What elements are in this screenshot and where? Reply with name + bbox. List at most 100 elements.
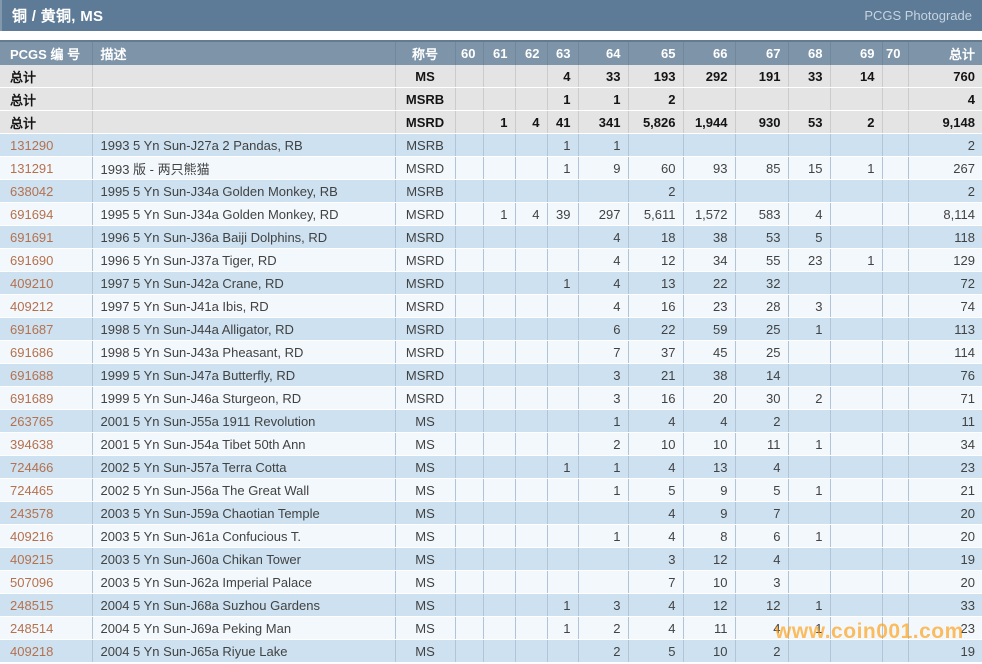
grade-60-cell bbox=[455, 203, 483, 226]
description-cell: 1995 5 Yn Sun-J34a Golden Monkey, RD bbox=[92, 203, 395, 226]
pcgs-number-link[interactable]: 409216 bbox=[0, 525, 92, 548]
grade-62-cell bbox=[515, 295, 547, 318]
row-total-cell: 20 bbox=[908, 525, 982, 548]
grade-62-cell bbox=[515, 272, 547, 295]
grade-70-cell bbox=[882, 410, 908, 433]
table-row: 4092182004 5 Yn Sun-J65a Riyue LakeMS251… bbox=[0, 640, 982, 663]
grade-68-cell: 1 bbox=[788, 594, 830, 617]
grade-64-cell: 1 bbox=[578, 479, 628, 502]
grade-62-cell bbox=[515, 318, 547, 341]
pcgs-number-link[interactable]: 724465 bbox=[0, 479, 92, 502]
grade-65-cell: 4 bbox=[628, 594, 683, 617]
pcgs-number-link[interactable]: 691686 bbox=[0, 341, 92, 364]
grade-61-cell bbox=[483, 548, 515, 571]
pcgs-number-link[interactable]: 507096 bbox=[0, 571, 92, 594]
pcgs-number-link[interactable]: 638042 bbox=[0, 180, 92, 203]
grade-68-cell: 1 bbox=[788, 318, 830, 341]
table-row: 5070962003 5 Yn Sun-J62a Imperial Palace… bbox=[0, 571, 982, 594]
row-total-cell: 2 bbox=[908, 180, 982, 203]
grade-64-cell: 7 bbox=[578, 341, 628, 364]
description-cell: 1998 5 Yn Sun-J43a Pheasant, RD bbox=[92, 341, 395, 364]
row-total-cell: 19 bbox=[908, 640, 982, 663]
pcgs-number-link[interactable]: 724466 bbox=[0, 456, 92, 479]
pcgs-number-link[interactable]: 263765 bbox=[0, 410, 92, 433]
pcgs-number-link[interactable]: 131290 bbox=[0, 134, 92, 157]
grade-64-cell: 1 bbox=[578, 134, 628, 157]
grade-70-cell bbox=[882, 111, 908, 134]
grade-66-cell: 10 bbox=[683, 433, 735, 456]
grade-60-cell bbox=[455, 548, 483, 571]
pcgs-number-link[interactable]: 394638 bbox=[0, 433, 92, 456]
row-total-cell: 72 bbox=[908, 272, 982, 295]
grade-60-cell bbox=[455, 387, 483, 410]
row-total-cell: 760 bbox=[908, 65, 982, 88]
table-row: 2435782003 5 Yn Sun-J59a Chaotian Temple… bbox=[0, 502, 982, 525]
grade-70-cell bbox=[882, 226, 908, 249]
pcgs-number-link[interactable]: 691689 bbox=[0, 387, 92, 410]
pcgs-number-link[interactable]: 409210 bbox=[0, 272, 92, 295]
designation-cell: MS bbox=[395, 502, 455, 525]
description-cell: 1999 5 Yn Sun-J47a Butterfly, RD bbox=[92, 364, 395, 387]
grade-64-cell: 4 bbox=[578, 226, 628, 249]
pcgs-number-link[interactable]: 409212 bbox=[0, 295, 92, 318]
pcgs-number-link[interactable]: 248515 bbox=[0, 594, 92, 617]
grade-62-cell bbox=[515, 134, 547, 157]
grade-62-cell bbox=[515, 88, 547, 111]
pcgs-number-link[interactable]: 691688 bbox=[0, 364, 92, 387]
pcgs-number-link[interactable]: 243578 bbox=[0, 502, 92, 525]
grade-63-cell bbox=[547, 502, 578, 525]
pcgs-number-link[interactable]: 691690 bbox=[0, 249, 92, 272]
grade-64-cell: 33 bbox=[578, 65, 628, 88]
grade-70-cell bbox=[882, 617, 908, 640]
pcgs-number-link[interactable]: 248514 bbox=[0, 617, 92, 640]
pcgs-number-link[interactable]: 409215 bbox=[0, 548, 92, 571]
grade-68-cell bbox=[788, 272, 830, 295]
description-cell bbox=[92, 65, 395, 88]
description-cell: 2003 5 Yn Sun-J62a Imperial Palace bbox=[92, 571, 395, 594]
grade-67-cell: 25 bbox=[735, 318, 788, 341]
grade-70-cell bbox=[882, 318, 908, 341]
grade-69-cell bbox=[830, 502, 882, 525]
pcgs-number-link[interactable]: 691694 bbox=[0, 203, 92, 226]
description-cell: 2003 5 Yn Sun-J60a Chikan Tower bbox=[92, 548, 395, 571]
grade-65-cell: 4 bbox=[628, 456, 683, 479]
pcgs-number-link[interactable]: 409218 bbox=[0, 640, 92, 663]
description-cell: 1996 5 Yn Sun-J37a Tiger, RD bbox=[92, 249, 395, 272]
grade-70-cell bbox=[882, 341, 908, 364]
description-cell: 2001 5 Yn Sun-J55a 1911 Revolution bbox=[92, 410, 395, 433]
table-row: 6916911996 5 Yn Sun-J36a Baiji Dolphins,… bbox=[0, 226, 982, 249]
grade-64-cell bbox=[578, 571, 628, 594]
grade-64-cell bbox=[578, 502, 628, 525]
grade-69-cell bbox=[830, 272, 882, 295]
grade-60-cell bbox=[455, 318, 483, 341]
designation-cell: MSRD bbox=[395, 249, 455, 272]
row-total-cell: 33 bbox=[908, 594, 982, 617]
grade-69-cell bbox=[830, 295, 882, 318]
title-table-gap bbox=[0, 31, 982, 40]
column-header-grade-60: 60 bbox=[455, 41, 483, 65]
grade-65-cell: 18 bbox=[628, 226, 683, 249]
grade-61-cell bbox=[483, 295, 515, 318]
row-total-cell: 21 bbox=[908, 479, 982, 502]
grade-61-cell bbox=[483, 594, 515, 617]
grade-60-cell bbox=[455, 295, 483, 318]
grade-68-cell bbox=[788, 571, 830, 594]
pcgs-number-link[interactable]: 131291 bbox=[0, 157, 92, 180]
photograde-brand-label: PCGS Photograde bbox=[864, 8, 972, 23]
description-cell: 1997 5 Yn Sun-J42a Crane, RD bbox=[92, 272, 395, 295]
pcgs-number-link[interactable]: 691687 bbox=[0, 318, 92, 341]
grade-60-cell bbox=[455, 65, 483, 88]
grade-65-cell: 3 bbox=[628, 548, 683, 571]
grade-63-cell: 1 bbox=[547, 134, 578, 157]
grade-62-cell: 4 bbox=[515, 111, 547, 134]
grade-61-cell bbox=[483, 157, 515, 180]
designation-cell: MS bbox=[395, 456, 455, 479]
grade-66-cell: 38 bbox=[683, 226, 735, 249]
grade-61-cell bbox=[483, 479, 515, 502]
grade-65-cell: 22 bbox=[628, 318, 683, 341]
grade-69-cell bbox=[830, 456, 882, 479]
pcgs-number-link[interactable]: 691691 bbox=[0, 226, 92, 249]
grade-69-cell bbox=[830, 594, 882, 617]
grade-63-cell: 1 bbox=[547, 272, 578, 295]
column-header-grade-68: 68 bbox=[788, 41, 830, 65]
